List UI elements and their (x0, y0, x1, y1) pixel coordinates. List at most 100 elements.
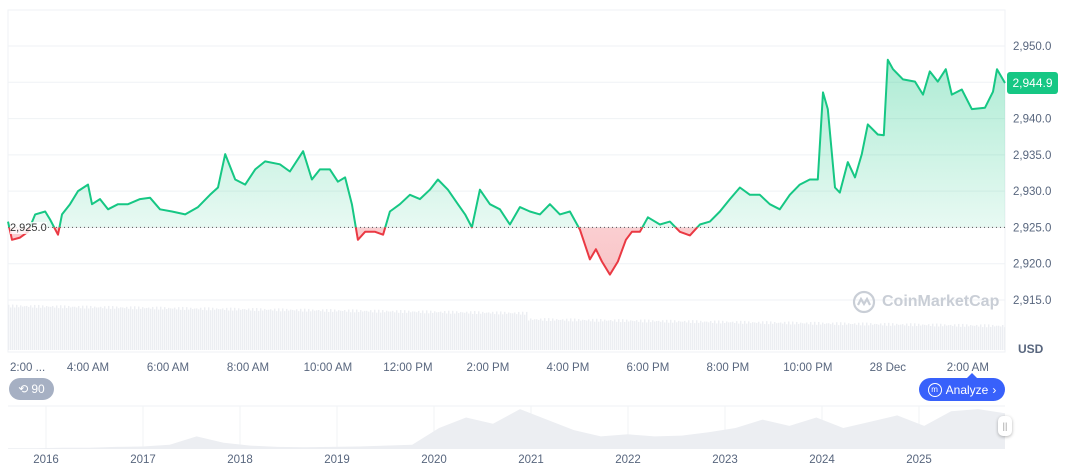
volume-bar (878, 324, 880, 350)
volume-bar (560, 319, 562, 350)
analyze-button[interactable]: m Analyze › (919, 373, 1005, 401)
volume-bar (670, 319, 672, 350)
volume-bar (274, 308, 276, 350)
volume-bar (246, 309, 248, 350)
volume-bar (910, 323, 912, 350)
volume-bar (332, 311, 334, 350)
volume-bar (784, 321, 786, 350)
volume-bar (708, 322, 710, 350)
volume-bar (514, 312, 516, 350)
volume-bar (348, 309, 350, 350)
x-tick-label: 8:00 PM (706, 362, 749, 374)
volume-bar (936, 323, 938, 350)
volume-bar (602, 321, 604, 350)
volume-bar (414, 311, 416, 350)
volume-bar (786, 324, 788, 350)
volume-bar (606, 320, 608, 350)
volume-bar (312, 309, 314, 350)
volume-bar (288, 310, 290, 350)
volume-bar (12, 304, 14, 350)
volume-bar (636, 320, 638, 350)
volume-bar (470, 311, 472, 350)
volume-bar (822, 322, 824, 350)
volume-bar (408, 310, 410, 350)
volume-bar (848, 323, 850, 350)
volume-bar (106, 308, 108, 350)
volume-bar (716, 323, 718, 350)
volume-bar (438, 312, 440, 350)
volume-bar (188, 309, 190, 350)
volume-bar (200, 307, 202, 350)
x-tick-label: 10:00 AM (304, 362, 353, 374)
volume-bar (950, 324, 952, 350)
volume-bar (384, 312, 386, 350)
volume-bar (566, 318, 568, 350)
volume-bar (356, 309, 358, 350)
volume-bar (544, 318, 546, 350)
volume-bar (166, 308, 168, 350)
volume-bar (952, 325, 954, 350)
volume-bar (838, 325, 840, 350)
volume-bar (886, 325, 888, 350)
volume-bar (646, 322, 648, 350)
volume-bar (654, 321, 656, 350)
volume-bar (452, 310, 454, 350)
watermark-text: CoinMarketCap (882, 293, 1000, 310)
volume-bar (460, 311, 462, 350)
volume-bar (224, 309, 226, 350)
volume-bar (524, 314, 526, 350)
volume-bar (346, 311, 348, 350)
volume-bar (100, 306, 102, 350)
volume-bar (424, 313, 426, 350)
volume-bar (672, 322, 674, 350)
volume-bar (574, 318, 576, 350)
volume-bar (150, 308, 152, 350)
volume-bar (228, 310, 230, 350)
volume-bar (518, 311, 520, 350)
volume-bar (366, 310, 368, 350)
volume-bar (404, 310, 406, 350)
volume-bar (378, 309, 380, 350)
overview-year-label: 2022 (615, 454, 641, 466)
volume-bar (540, 318, 542, 350)
volume-bar (442, 312, 444, 350)
volume-bar (354, 312, 356, 350)
range-slider-handle[interactable]: || (998, 416, 1012, 436)
volume-bar (942, 326, 944, 350)
volume-bar (128, 308, 130, 350)
volume-bar (30, 305, 32, 350)
volume-bar (132, 309, 134, 350)
volume-bar (76, 307, 78, 350)
volume-bar (156, 306, 158, 350)
volume-bar (300, 308, 302, 350)
volume-bar (238, 308, 240, 350)
volume-bar (698, 322, 700, 350)
volume-bar (796, 321, 798, 350)
volume-bar (692, 320, 694, 350)
volume-bar (538, 320, 540, 350)
volume-bar (570, 318, 572, 350)
volume-bar (754, 322, 756, 350)
volume-bar (170, 308, 172, 350)
volume-bar (888, 322, 890, 350)
volume-bar (850, 324, 852, 350)
volume-bar (306, 311, 308, 350)
volume-bar (168, 307, 170, 350)
volume-bar (28, 306, 30, 350)
volume-bar (498, 314, 500, 350)
volume-bar (398, 312, 400, 350)
volume-bar (998, 325, 1000, 350)
volume-bar (564, 320, 566, 350)
history-range-button[interactable]: ⟲ 90 (9, 378, 54, 400)
volume-bar (450, 313, 452, 350)
volume-bar (900, 324, 902, 350)
volume-bar (456, 311, 458, 350)
volume-bar (768, 324, 770, 350)
volume-bar (22, 306, 24, 350)
volume-bar (38, 304, 40, 350)
volume-bar (628, 321, 630, 350)
volume-bar (972, 325, 974, 350)
volume-bar (138, 306, 140, 350)
volume-bar (736, 321, 738, 350)
